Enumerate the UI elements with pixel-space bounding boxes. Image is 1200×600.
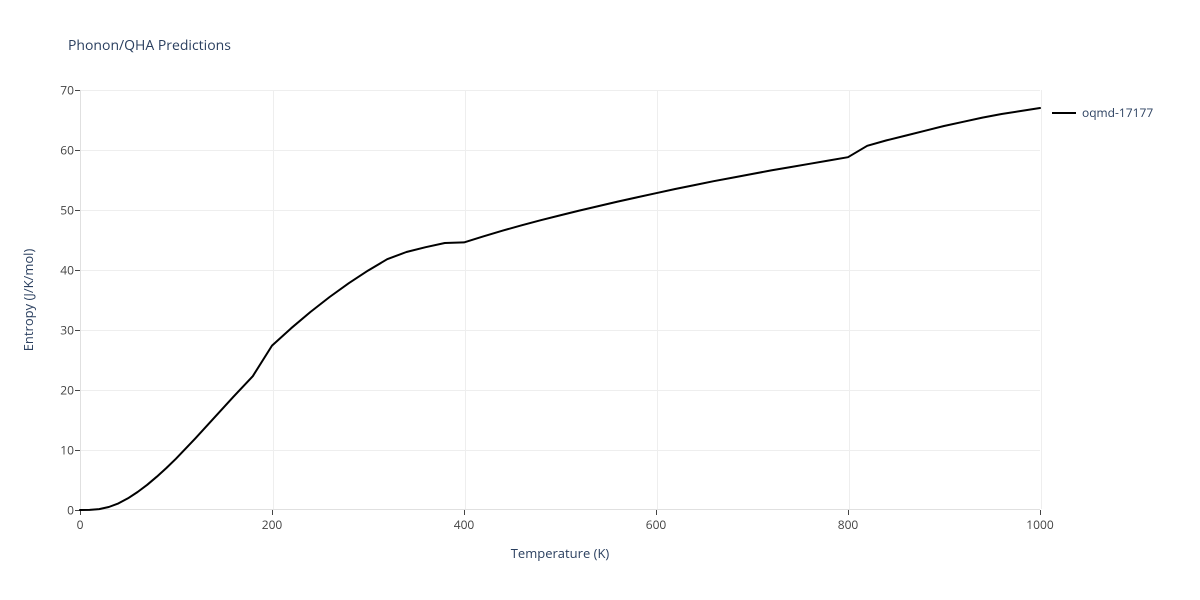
y-tick-label: 70 <box>60 82 74 99</box>
x-tick-label: 600 <box>646 516 667 533</box>
y-tick-label: 20 <box>60 382 74 399</box>
chart-container: Phonon/QHA Predictions 0 10 20 30 40 50 60 70 0… <box>0 0 1200 600</box>
legend[interactable]: oqmd-17177 <box>1052 104 1153 121</box>
y-tick-label: 10 <box>60 442 74 459</box>
x-axis-label: Temperature (K) <box>511 544 610 562</box>
legend-label: oqmd-17177 <box>1082 104 1153 121</box>
chart-title: Phonon/QHA Predictions <box>68 36 231 55</box>
x-tick-label: 0 <box>77 516 84 533</box>
x-tick-label: 400 <box>454 516 475 533</box>
x-tick-label: 800 <box>838 516 859 533</box>
x-tick-label: 200 <box>262 516 283 533</box>
legend-swatch <box>1052 112 1076 114</box>
line-layer <box>80 90 1040 510</box>
y-axis-label: Entropy (J/K/mol) <box>19 249 37 352</box>
y-tick-label: 60 <box>60 142 74 159</box>
y-tick-label: 0 <box>67 502 74 519</box>
y-tick-label: 30 <box>60 322 74 339</box>
y-tick-label: 50 <box>60 202 74 219</box>
y-tick-label: 40 <box>60 262 74 279</box>
x-tick-label: 1000 <box>1026 516 1053 533</box>
series-oqmd-17177[interactable] <box>80 108 1040 510</box>
